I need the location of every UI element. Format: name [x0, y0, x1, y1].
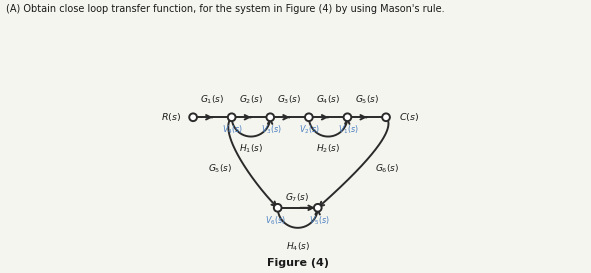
Text: $G_4(s)$: $G_4(s)$ — [316, 94, 340, 106]
Circle shape — [314, 204, 322, 212]
Text: $G_7(s)$: $G_7(s)$ — [285, 191, 310, 204]
Circle shape — [274, 204, 281, 212]
Text: $V_2(s)$: $V_2(s)$ — [299, 123, 320, 136]
Circle shape — [382, 113, 390, 121]
Text: $H_2(s)$: $H_2(s)$ — [316, 143, 340, 155]
Text: (A) Obtain close loop transfer function, for the system in Figure (4) by using M: (A) Obtain close loop transfer function,… — [6, 4, 444, 14]
Text: $V_6(s)$: $V_6(s)$ — [265, 214, 286, 227]
Text: $G_2(s)$: $G_2(s)$ — [239, 94, 263, 106]
Text: $V_4(s)$: $V_4(s)$ — [222, 123, 243, 136]
Circle shape — [228, 113, 236, 121]
Text: $V_1(s)$: $V_1(s)$ — [337, 123, 359, 136]
Circle shape — [189, 113, 197, 121]
Text: $G_1(s)$: $G_1(s)$ — [200, 94, 225, 106]
Text: $V_5(s)$: $V_5(s)$ — [309, 214, 330, 227]
Text: $G_6(s)$: $G_6(s)$ — [375, 162, 399, 174]
Text: Figure (4): Figure (4) — [267, 258, 329, 268]
Text: $G_3(s)$: $G_3(s)$ — [278, 94, 301, 106]
Circle shape — [305, 113, 313, 121]
Circle shape — [343, 113, 351, 121]
Text: $G_5(s)$: $G_5(s)$ — [355, 94, 379, 106]
Text: $C(s)$: $C(s)$ — [399, 111, 419, 123]
Text: $V_3(s)$: $V_3(s)$ — [261, 123, 282, 136]
Text: $G_5(s)$: $G_5(s)$ — [209, 162, 233, 174]
Text: $R(s)$: $R(s)$ — [161, 111, 181, 123]
Text: $H_4(s)$: $H_4(s)$ — [285, 240, 310, 253]
Text: $H_1(s)$: $H_1(s)$ — [239, 143, 263, 155]
Circle shape — [267, 113, 274, 121]
